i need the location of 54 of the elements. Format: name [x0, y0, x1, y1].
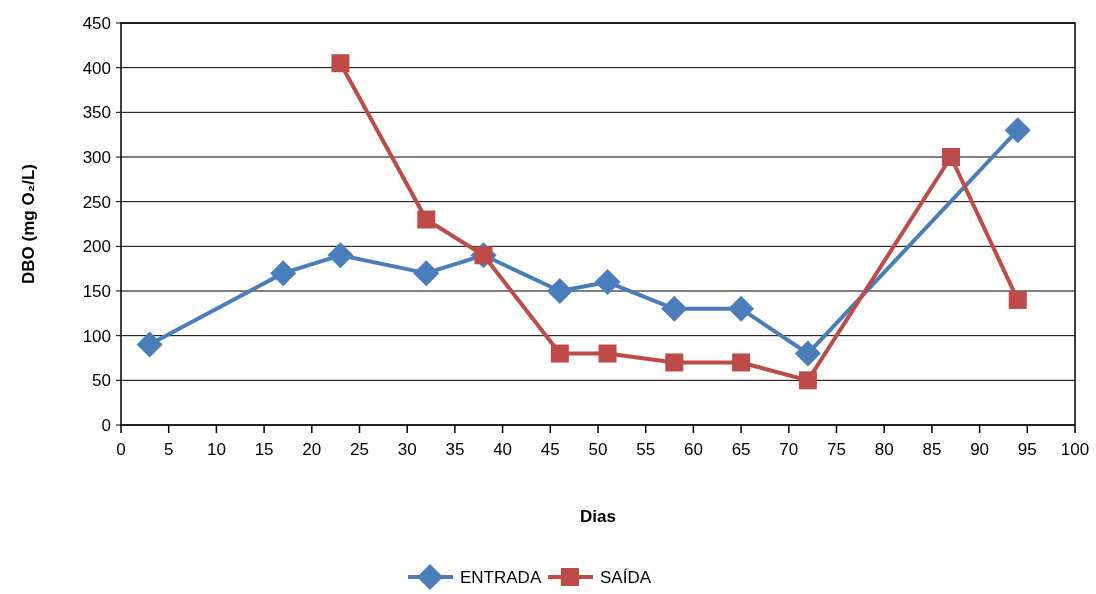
y-tick-label: 150 [82, 281, 111, 301]
x-tick-label: 100 [1060, 440, 1090, 459]
point [594, 269, 621, 296]
y-tick-label: 50 [92, 371, 111, 391]
x-tick-label: 65 [731, 440, 751, 459]
y-tick-label: 450 [82, 13, 111, 33]
point [417, 210, 436, 229]
x-tick-label: 70 [779, 440, 799, 459]
x-tick-label: 40 [493, 440, 513, 459]
x-tick-label: 95 [1017, 440, 1037, 459]
y-tick-label: 350 [82, 103, 111, 123]
x-tick-label: 50 [588, 440, 608, 459]
point [598, 344, 617, 363]
x-tick-label: 45 [540, 440, 560, 459]
x-tick-label: 90 [970, 440, 990, 459]
legend-label: ENTRADA [460, 568, 542, 587]
x-tick-label: 35 [445, 440, 465, 459]
y-tick-label: 100 [82, 326, 111, 346]
x-axis-title: Dias [580, 507, 616, 526]
y-tick-label: 200 [82, 237, 111, 257]
point [327, 242, 354, 269]
point [136, 331, 163, 358]
point [661, 295, 688, 322]
x-tick-label: 85 [922, 440, 942, 459]
point [1008, 290, 1027, 309]
point [413, 260, 440, 287]
x-tick-label: 5 [163, 440, 174, 459]
point [270, 260, 297, 287]
x-tick-label: 0 [116, 440, 126, 459]
x-tick-label: 10 [206, 440, 226, 459]
point [798, 371, 817, 390]
y-axis-title: DBO (mg O₂/L) [19, 164, 38, 284]
point [1004, 117, 1031, 144]
x-tick-label: 25 [350, 440, 369, 459]
x-tick-label: 55 [636, 440, 656, 459]
y-tick-label: 250 [82, 192, 111, 212]
x-tick-label: 15 [254, 440, 274, 459]
point [728, 295, 755, 322]
x-tick-label: 20 [302, 440, 322, 459]
point [331, 54, 350, 73]
x-tick-label: 60 [683, 440, 703, 459]
x-tick-label: 80 [874, 440, 894, 459]
x-tick-label: 75 [827, 440, 846, 459]
point [732, 353, 751, 372]
y-tick-label: 400 [82, 58, 111, 78]
x-tick-label: 30 [397, 440, 417, 459]
y-tick-label: 0 [101, 415, 111, 435]
point [794, 340, 821, 367]
y-tick-label: 300 [82, 147, 111, 167]
point [941, 148, 960, 166]
legend-label: SAÍDA [600, 568, 652, 587]
point [665, 353, 684, 372]
point [550, 344, 569, 363]
point [546, 278, 573, 304]
